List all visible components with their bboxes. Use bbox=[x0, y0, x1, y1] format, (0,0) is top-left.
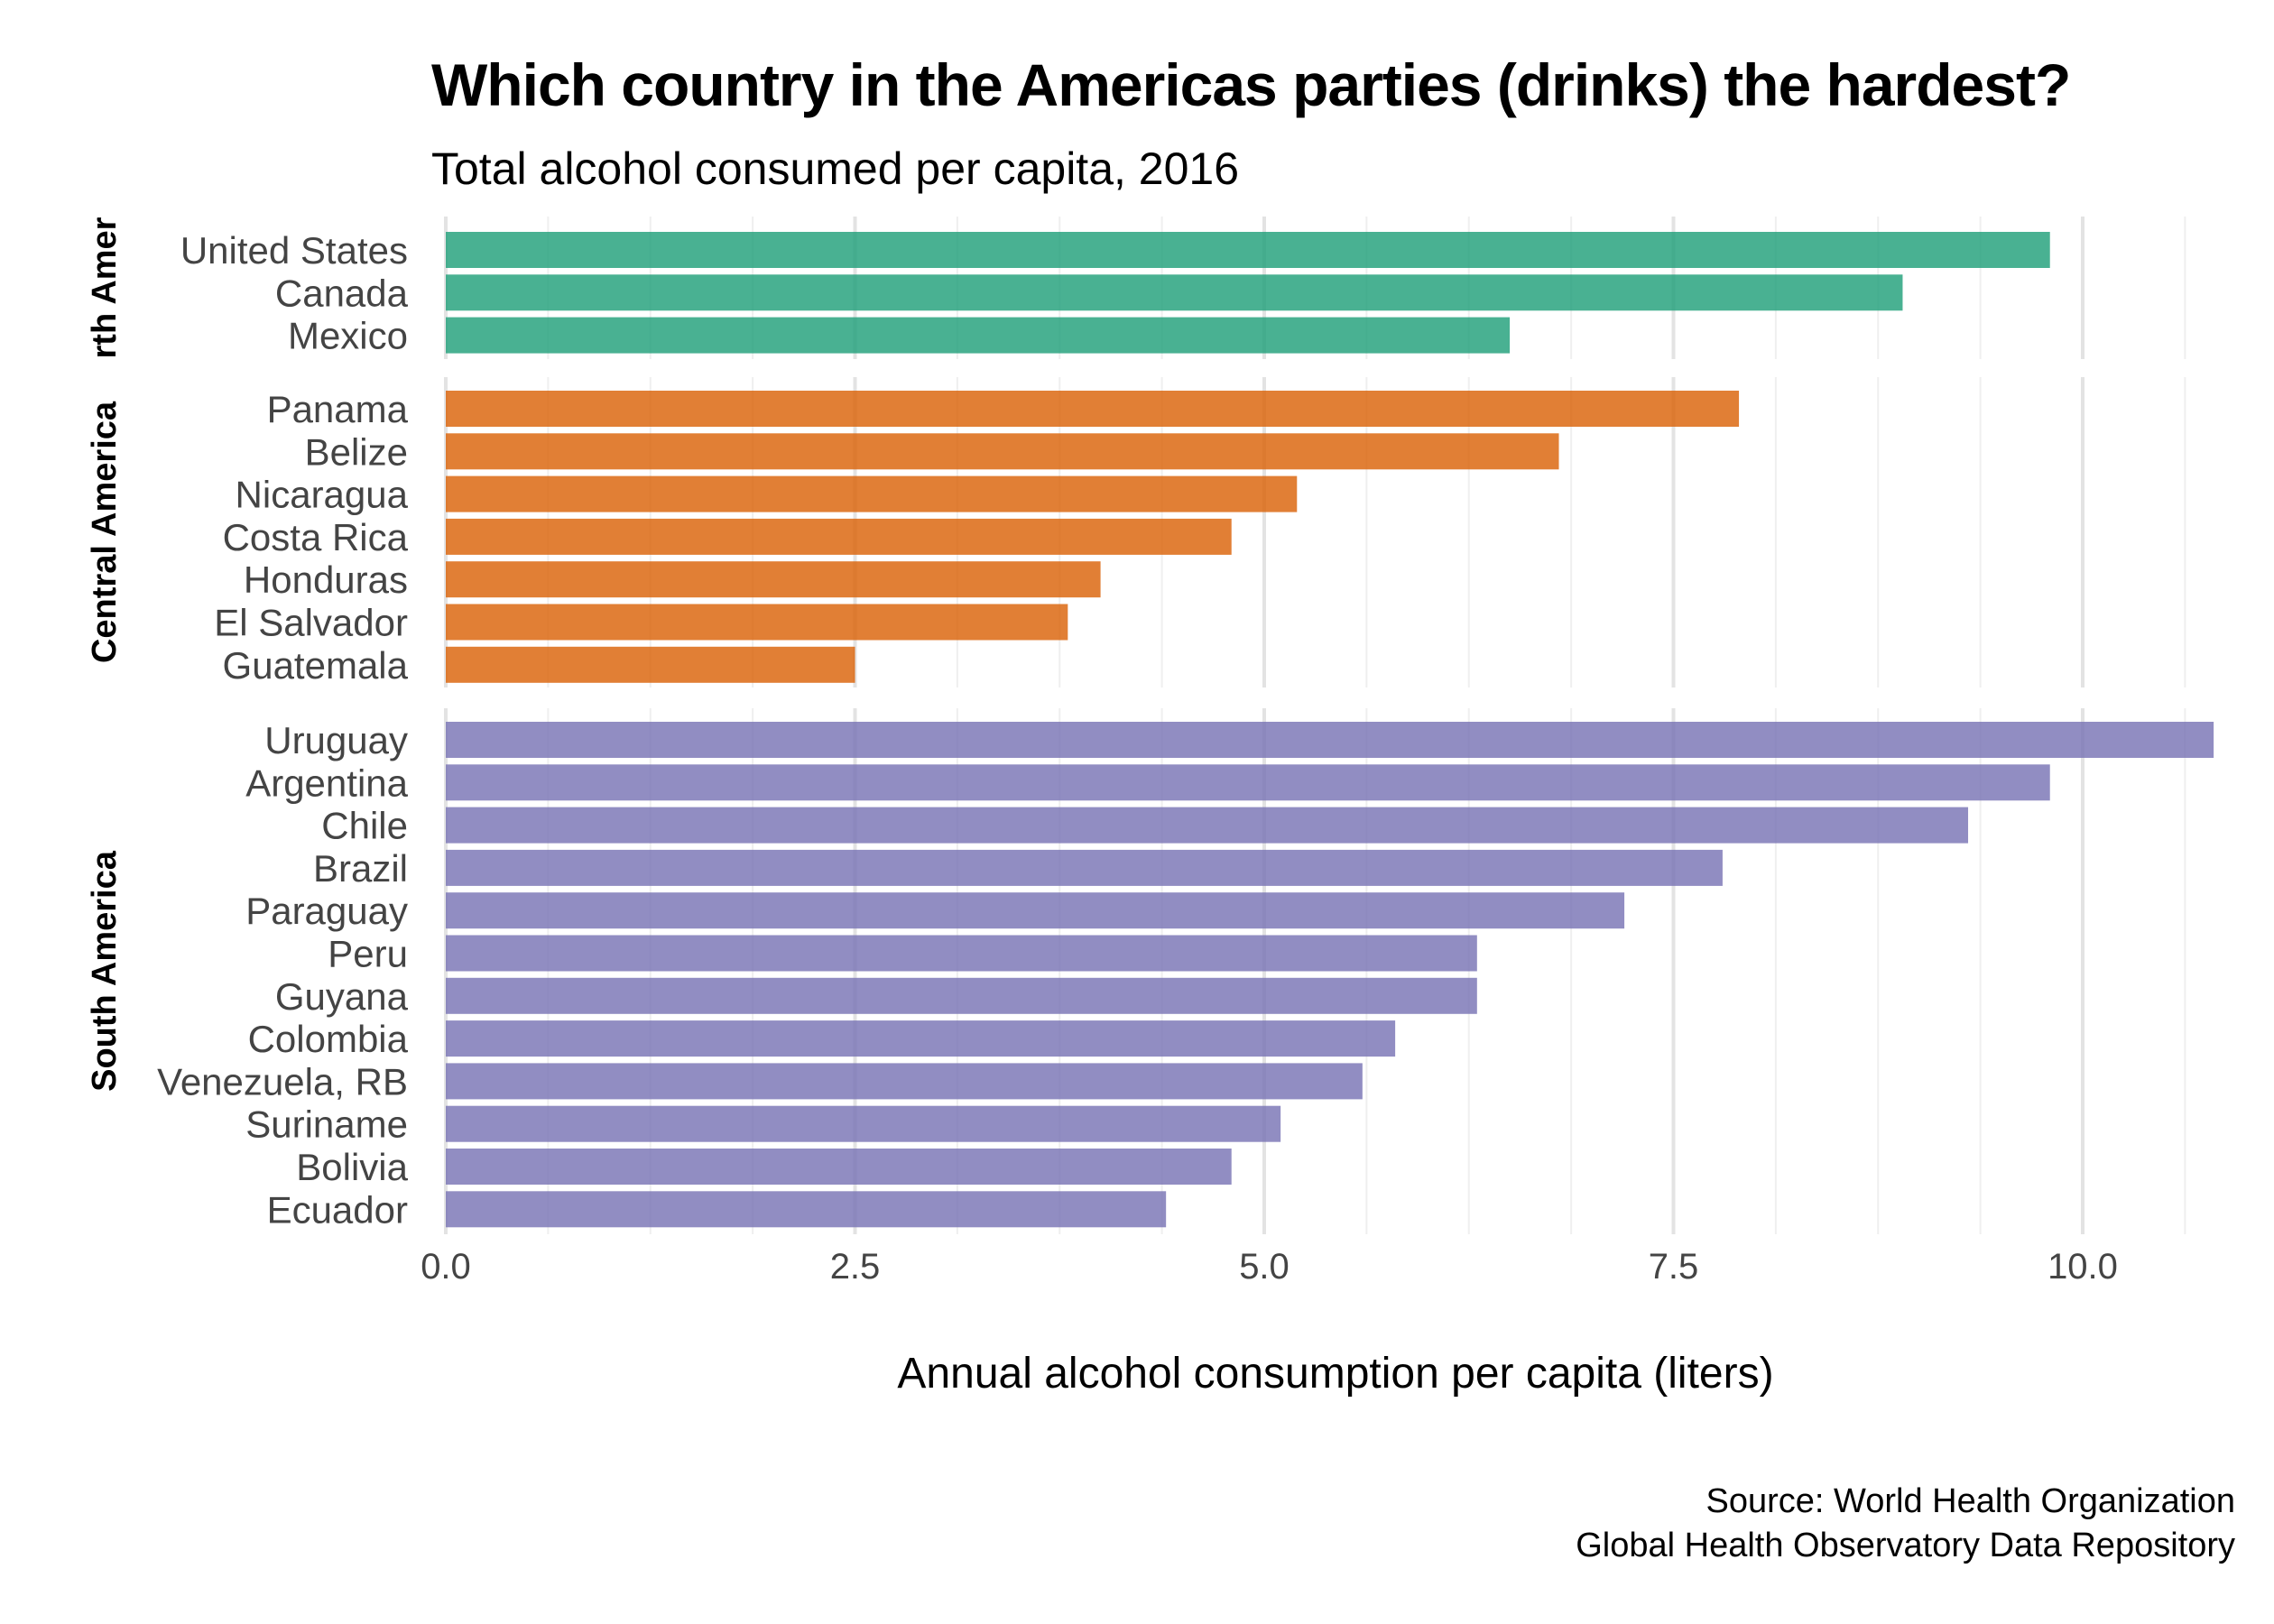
x-axis: 0.0 2.5 5.0 7.5 10.0 bbox=[421, 1247, 2118, 1287]
facet-strips: rth Amer Central America South America bbox=[86, 217, 124, 1092]
category-label: El Salvador bbox=[214, 602, 408, 644]
category-label: Mexico bbox=[288, 315, 408, 357]
chart-subtitle: Total alcohol consumed per capita, 2016 bbox=[431, 143, 1240, 194]
bar-canada bbox=[446, 274, 1903, 311]
bar-panama bbox=[446, 391, 1740, 427]
source-line-2: Global Health Observatory Data Repositor… bbox=[1576, 1527, 2235, 1564]
bar-paraguay bbox=[446, 892, 1625, 929]
category-label: Belize bbox=[305, 430, 408, 473]
bar-united-states bbox=[446, 232, 2050, 268]
bar-peru bbox=[446, 935, 1477, 972]
source-caption: Source: World Health Organization Global… bbox=[1576, 1480, 2235, 1568]
bar-belize bbox=[446, 433, 1559, 470]
facet-strip-label: rth Amer bbox=[86, 217, 124, 358]
category-label: Suriname bbox=[245, 1103, 408, 1146]
x-tick-label: 0.0 bbox=[421, 1247, 471, 1287]
x-tick-label: 2.5 bbox=[830, 1247, 881, 1287]
bar-guatemala bbox=[446, 646, 855, 683]
bar-suriname bbox=[446, 1105, 1281, 1142]
bar-colombia bbox=[446, 1020, 1396, 1057]
bar-ecuador bbox=[446, 1191, 1167, 1228]
category-label: Colombia bbox=[248, 1018, 409, 1060]
x-axis-title: Annual alcohol consumption per capita (l… bbox=[897, 1350, 1773, 1398]
bar-mexico bbox=[446, 317, 1511, 354]
category-label: Guyana bbox=[275, 975, 409, 1018]
source-line-1: Source: World Health Organization bbox=[1706, 1482, 2235, 1520]
bar-chile bbox=[446, 807, 1969, 844]
category-label: Uruguay bbox=[264, 719, 408, 761]
category-label: Peru bbox=[328, 933, 408, 975]
bar-el-salvador bbox=[446, 604, 1068, 641]
category-label: Canada bbox=[275, 272, 409, 314]
category-label: Chile bbox=[321, 805, 408, 847]
bar-nicaragua bbox=[446, 475, 1298, 512]
bar-uruguay bbox=[446, 722, 2214, 758]
bar-honduras bbox=[446, 561, 1101, 598]
bar-costa-rica bbox=[446, 518, 1232, 555]
bar-brazil bbox=[446, 849, 1723, 886]
bar-guyana bbox=[446, 977, 1477, 1014]
category-label: Panama bbox=[267, 388, 409, 430]
category-label: Bolivia bbox=[296, 1146, 408, 1188]
category-label: Ecuador bbox=[267, 1188, 408, 1231]
category-label: Venezuela, RB bbox=[157, 1060, 408, 1103]
category-label: Paraguay bbox=[245, 890, 408, 932]
category-label: Honduras bbox=[244, 558, 408, 601]
category-label: Brazil bbox=[313, 847, 408, 890]
facet-strip-label: South America bbox=[86, 850, 124, 1092]
bar-argentina bbox=[446, 764, 2050, 801]
category-label: Costa Rica bbox=[223, 516, 409, 558]
bar-bolivia bbox=[446, 1149, 1232, 1185]
facet-strip-label: Central America bbox=[86, 401, 124, 663]
x-tick-label: 5.0 bbox=[1239, 1247, 1290, 1287]
category-label: Nicaragua bbox=[236, 474, 409, 516]
x-tick-label: 10.0 bbox=[2048, 1247, 2118, 1287]
category-label: Guatemala bbox=[223, 644, 409, 687]
bar-venezuela-rb bbox=[446, 1063, 1363, 1100]
category-label: Argentina bbox=[245, 761, 408, 804]
x-tick-label: 7.5 bbox=[1649, 1247, 1699, 1287]
chart-title: Which country in the Americas parties (d… bbox=[431, 51, 2071, 118]
bars bbox=[446, 232, 2214, 1228]
category-label: United States bbox=[180, 229, 408, 272]
